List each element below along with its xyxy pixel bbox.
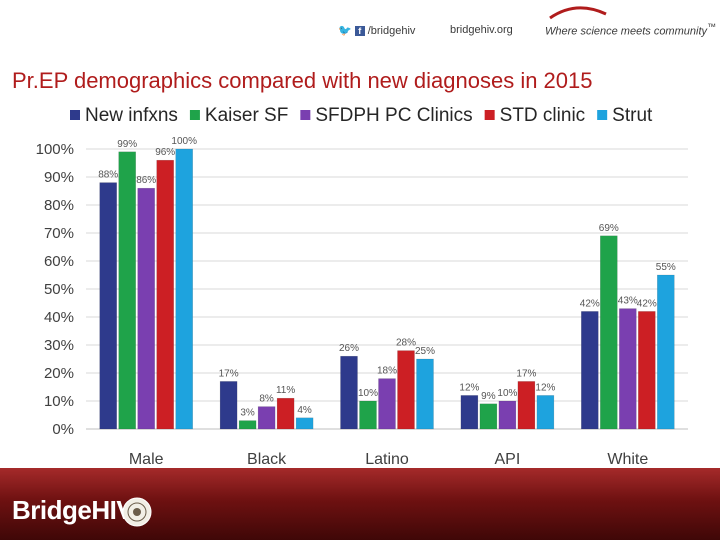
bar — [460, 395, 479, 430]
bar-chart: 0% 10% 20% 30% 40% 50% 60% 70% 80% 90% 100% 88% 99% 8… — [36, 105, 688, 468]
data-label: 86% — [136, 175, 156, 186]
bar — [600, 235, 618, 430]
data-label: 10% — [497, 388, 517, 399]
data-label: 42% — [637, 298, 657, 309]
legend-label: SFDPH PC Clinics — [315, 105, 472, 126]
bar — [175, 148, 193, 430]
bar — [498, 400, 517, 430]
x-tick-label: Male — [129, 451, 164, 468]
bar — [156, 159, 174, 430]
bar — [479, 403, 498, 430]
data-label: 100% — [171, 136, 197, 147]
bar — [581, 311, 599, 430]
legend-swatch — [597, 110, 608, 120]
data-label: 9% — [481, 391, 496, 402]
data-label: 42% — [580, 298, 600, 309]
swoosh-logo-icon — [549, 6, 607, 20]
seal-icon — [122, 497, 152, 527]
data-label: 55% — [656, 262, 676, 273]
data-label: 12% — [535, 382, 555, 393]
data-label: 11% — [276, 385, 295, 396]
bar — [99, 182, 117, 430]
social-links[interactable]: 🐦 f /bridgehiv — [338, 24, 416, 38]
tagline: Where science meets community™ — [545, 22, 716, 38]
x-tick-label: API — [495, 451, 521, 468]
x-tick-label: White — [607, 451, 648, 468]
twitter-icon[interactable]: 🐦 — [338, 25, 352, 37]
bar — [257, 406, 276, 430]
bar — [276, 397, 295, 430]
bar — [219, 381, 238, 430]
bar — [397, 350, 415, 430]
tagline-text: Where science meets community — [545, 25, 707, 38]
data-label: 96% — [155, 147, 175, 158]
data-label: 17% — [219, 368, 239, 379]
bar — [359, 400, 377, 430]
footer-bar: BridgeHIV — [0, 468, 720, 540]
data-label: 3% — [240, 408, 255, 419]
x-tick-label: Black — [247, 451, 287, 468]
y-tick-label: 40% — [44, 309, 74, 326]
bar — [238, 420, 257, 430]
data-label: 88% — [98, 170, 118, 181]
data-label: 28% — [396, 338, 416, 349]
bar — [536, 395, 555, 430]
y-tick-label: 10% — [44, 393, 74, 410]
y-tick-label: 0% — [52, 421, 74, 438]
bar — [378, 378, 396, 430]
data-label: 4% — [297, 405, 312, 416]
bar — [517, 381, 536, 430]
legend-swatch — [70, 110, 80, 120]
facebook-icon[interactable]: f — [354, 25, 365, 36]
legend-label: Kaiser SF — [205, 105, 288, 126]
legend-label: STD clinic — [500, 105, 586, 126]
bar — [657, 274, 675, 430]
bridgehiv-logo: BridgeHIV — [12, 495, 134, 526]
y-tick-label: 90% — [44, 169, 74, 186]
data-label: 43% — [618, 296, 638, 307]
x-tick-label: Latino — [365, 451, 409, 468]
data-label: 8% — [259, 394, 274, 405]
header-bar: 🐦 f /bridgehiv bridgehiv.org Where scien… — [0, 0, 720, 46]
legend-label: New infxns — [85, 105, 178, 126]
y-tick-label: 30% — [44, 337, 74, 354]
y-tick-label: 50% — [44, 281, 74, 298]
legend-swatch — [300, 110, 311, 120]
legend-swatch — [484, 110, 495, 120]
y-tick-label: 60% — [44, 253, 74, 270]
bar — [619, 308, 637, 430]
bar — [137, 187, 155, 430]
bar — [416, 358, 434, 430]
trademark-mark: ™ — [707, 22, 717, 32]
data-label: 69% — [599, 223, 619, 234]
y-tick-label: 80% — [44, 197, 74, 214]
website-link[interactable]: bridgehiv.org — [450, 24, 513, 36]
bar — [118, 151, 136, 430]
bar — [638, 311, 656, 430]
data-label: 99% — [117, 139, 137, 150]
y-tick-label: 20% — [44, 365, 74, 382]
data-label: 10% — [358, 388, 378, 399]
social-handle[interactable]: /bridgehiv — [367, 24, 416, 37]
data-label: 26% — [339, 343, 359, 354]
y-tick-label: 70% — [44, 225, 74, 242]
page-title: Pr.EP demographics compared with new dia… — [12, 68, 593, 93]
data-label: 18% — [377, 366, 397, 377]
brand-prefix: Bridge — [12, 495, 92, 525]
data-label: 17% — [516, 368, 536, 379]
bar — [295, 417, 314, 430]
data-label: 25% — [415, 346, 435, 357]
bar — [340, 355, 358, 430]
data-label: 12% — [459, 382, 479, 393]
legend-label: Strut — [612, 105, 653, 126]
legend-swatch — [189, 110, 200, 120]
y-tick-label: 100% — [36, 141, 74, 158]
